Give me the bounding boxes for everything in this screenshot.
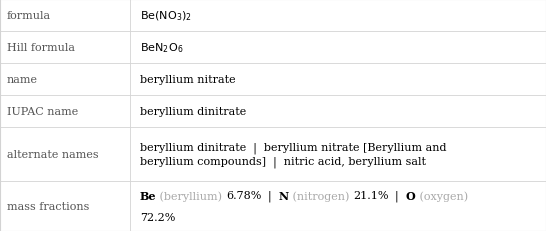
Text: mass fractions: mass fractions (7, 201, 89, 211)
Text: 72.2%: 72.2% (140, 212, 175, 222)
Text: formula: formula (7, 11, 51, 21)
Text: beryllium nitrate: beryllium nitrate (140, 75, 235, 85)
Text: (nitrogen): (nitrogen) (289, 190, 353, 201)
Text: O: O (406, 190, 416, 201)
Text: (oxygen): (oxygen) (416, 190, 468, 201)
Text: Be: Be (140, 190, 156, 201)
Text: $\mathrm{Be(NO_3)_2}$: $\mathrm{Be(NO_3)_2}$ (140, 9, 192, 23)
Text: (beryllium): (beryllium) (156, 190, 226, 201)
Text: $\mathrm{BeN_2O_6}$: $\mathrm{BeN_2O_6}$ (140, 41, 183, 55)
Text: |: | (388, 190, 406, 201)
Text: IUPAC name: IUPAC name (7, 106, 78, 117)
Text: Hill formula: Hill formula (7, 43, 75, 53)
Text: |: | (261, 190, 279, 201)
Text: 6.78%: 6.78% (226, 190, 261, 200)
Text: 21.1%: 21.1% (353, 190, 388, 200)
Text: N: N (279, 190, 289, 201)
Text: beryllium dinitrate  |  beryllium nitrate [Beryllium and
beryllium compounds]  |: beryllium dinitrate | beryllium nitrate … (140, 142, 446, 167)
Text: alternate names: alternate names (7, 149, 98, 160)
Text: name: name (7, 75, 38, 85)
Text: beryllium dinitrate: beryllium dinitrate (140, 106, 246, 117)
